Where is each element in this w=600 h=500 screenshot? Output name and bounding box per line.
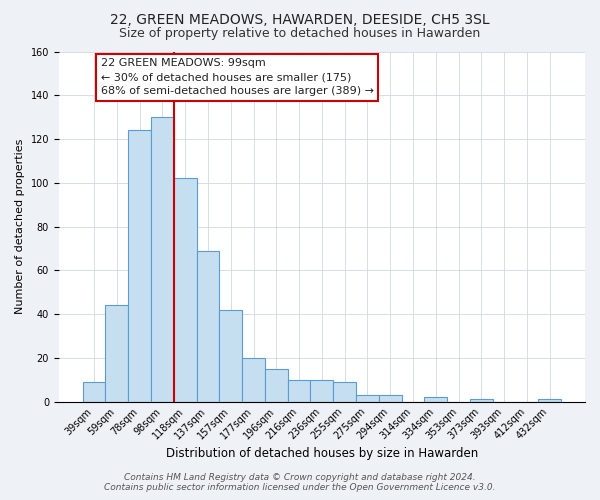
Bar <box>379 395 401 402</box>
Bar <box>106 306 128 402</box>
Bar <box>242 358 265 402</box>
Bar <box>288 380 310 402</box>
Bar <box>333 382 356 402</box>
Bar <box>83 382 106 402</box>
Bar <box>310 380 333 402</box>
Text: Contains HM Land Registry data © Crown copyright and database right 2024.
Contai: Contains HM Land Registry data © Crown c… <box>104 473 496 492</box>
Y-axis label: Number of detached properties: Number of detached properties <box>15 139 25 314</box>
Text: Size of property relative to detached houses in Hawarden: Size of property relative to detached ho… <box>119 28 481 40</box>
Text: 22 GREEN MEADOWS: 99sqm
← 30% of detached houses are smaller (175)
68% of semi-d: 22 GREEN MEADOWS: 99sqm ← 30% of detache… <box>101 58 374 96</box>
Bar <box>265 369 288 402</box>
Bar <box>220 310 242 402</box>
Bar <box>174 178 197 402</box>
Text: 22, GREEN MEADOWS, HAWARDEN, DEESIDE, CH5 3SL: 22, GREEN MEADOWS, HAWARDEN, DEESIDE, CH… <box>110 12 490 26</box>
Bar <box>356 395 379 402</box>
Bar <box>538 400 561 402</box>
Bar <box>197 250 220 402</box>
Bar <box>424 397 447 402</box>
X-axis label: Distribution of detached houses by size in Hawarden: Distribution of detached houses by size … <box>166 447 478 460</box>
Bar <box>470 400 493 402</box>
Bar <box>151 117 174 402</box>
Bar <box>128 130 151 402</box>
